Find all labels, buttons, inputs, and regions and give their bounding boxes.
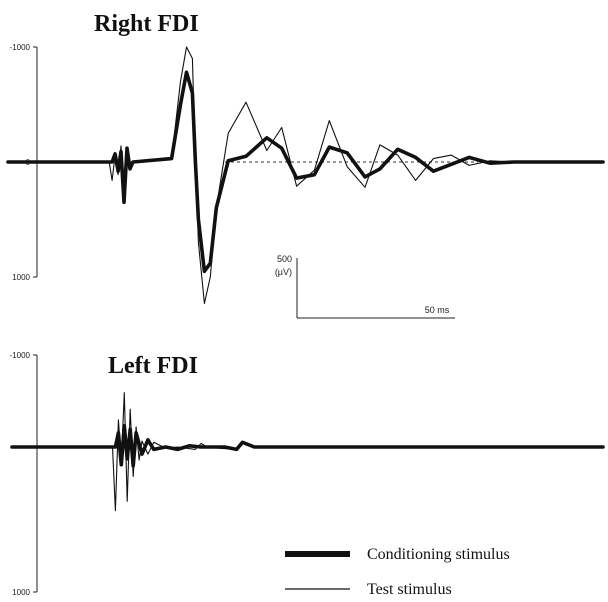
left-fdi-conditioning-stimulus-trace [10, 424, 605, 468]
legend: Conditioning stimulus Test stimulus [285, 546, 510, 598]
left-fdi-panel: Left FDI -1000 1000 [10, 351, 605, 597]
left-fdi-test-stimulus-trace [12, 392, 603, 512]
right-fdi-panel: Right FDI -1000 0 1000 500 (µV) 50 ms [6, 11, 605, 319]
right-fdi-conditioning-stimulus-trace [6, 70, 605, 274]
right-fdi-y-tick-label: -1000 [10, 43, 31, 52]
scale-bar-time-label: 50 ms [425, 305, 450, 315]
scale-bar-unit-label: (µV) [275, 267, 292, 277]
scale-bar: 500 (µV) 50 ms [275, 254, 455, 319]
legend-label-conditioning: Conditioning stimulus [367, 546, 510, 563]
left-fdi-title: Left FDI [108, 353, 198, 379]
legend-label-test: Test stimulus [367, 581, 452, 598]
right-fdi-y-tick-label: 1000 [12, 273, 30, 282]
left-fdi-y-tick-label: 1000 [12, 588, 30, 597]
right-fdi-title: Right FDI [94, 11, 199, 37]
scale-bar-amplitude-label: 500 [277, 254, 292, 264]
left-fdi-y-tick-label: -1000 [10, 351, 31, 360]
